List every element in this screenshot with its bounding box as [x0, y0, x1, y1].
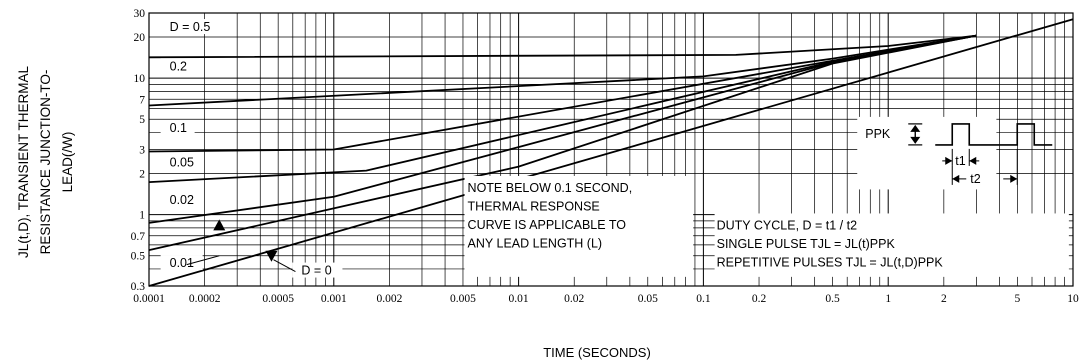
- t1-left-arrow: [945, 156, 953, 165]
- x-tick-label: 0.2: [752, 293, 767, 305]
- y-tick-label: 30: [134, 8, 146, 20]
- x-tick-label: 0.01: [509, 293, 529, 305]
- curve-label: 0.2: [170, 59, 187, 73]
- y-axis-title: JL(t,D), TRANSIENT THERMAL RESISTANCE JU…: [16, 65, 75, 258]
- arrow-up-001: [213, 219, 226, 231]
- x-tick-label: 0.005: [450, 293, 476, 305]
- x-tick-label: 0.002: [376, 293, 402, 305]
- curve-label-bg: [160, 119, 195, 135]
- x-tick-label: 10: [1067, 293, 1079, 305]
- y-axis-title-line-3: LEAD(/W): [60, 132, 75, 193]
- y-axis-title-line-2: RESISTANCE JUNCTION-TO-: [38, 70, 53, 255]
- curve-label: D = 0.5: [170, 20, 211, 34]
- leader-d0: [273, 259, 296, 273]
- x-tick-label: 2: [941, 293, 947, 305]
- y-tick-label: 0.5: [131, 251, 146, 263]
- pulse-waveform: [935, 123, 1053, 146]
- curve-label: 0.02: [170, 193, 194, 207]
- repetitive-pulses-line: REPETITIVE PULSES TJL = JL(t,D)PPK: [717, 255, 944, 269]
- note-box: NOTE BELOW 0.1 SECOND, THERMAL RESPONSE …: [464, 175, 694, 277]
- y-tick-label: 0.3: [131, 281, 146, 293]
- curve-label: D = 0: [301, 264, 331, 278]
- t2-right-arrow: [1010, 174, 1018, 183]
- x-axis-title: TIME (SECONDS): [543, 345, 651, 360]
- x-tick-label: 0.001: [321, 293, 347, 305]
- note-line-4: ANY LEAD LENGTH (L): [468, 236, 603, 250]
- curve-label-bg: [160, 58, 195, 74]
- t1-label: t1: [955, 154, 965, 168]
- x-tick-label: 0.0002: [189, 293, 221, 305]
- y-tick-label: 1: [139, 210, 145, 222]
- y-tick-label: 7: [139, 94, 145, 106]
- x-tick-label: 5: [1014, 293, 1020, 305]
- curve-label-bg: [160, 154, 203, 170]
- note-line-1: NOTE BELOW 0.1 SECOND,: [468, 181, 633, 195]
- series-lines: [148, 18, 1074, 287]
- x-tick-label: 0.5: [825, 293, 840, 305]
- curve-label: 0.1: [170, 121, 187, 135]
- curve-leaders: [186, 219, 296, 273]
- x-tick-label: 0.05: [638, 293, 658, 305]
- t1-right-arrow: [969, 156, 977, 165]
- note-line-2: THERMAL RESPONSE: [468, 199, 600, 213]
- curve-label-bg: [160, 255, 203, 271]
- curve-label-bg: [292, 262, 343, 278]
- duty-cycle-line: DUTY CYCLE, D = t1 / t2: [717, 218, 857, 232]
- series-line: [148, 18, 1074, 287]
- single-pulse-line: SINGLE PULSE TJL = JL(t)PPK: [717, 237, 896, 251]
- ppk-arrow-down: [910, 136, 921, 144]
- x-tick-label: 1: [885, 293, 891, 305]
- curve-label-bg: [160, 19, 227, 35]
- curve-label: 0.05: [170, 155, 194, 169]
- curve-label: 0.01: [170, 256, 194, 270]
- ppk-label: PPK: [865, 127, 891, 141]
- y-tick-label: 3: [139, 145, 145, 157]
- t2-left-arrow: [952, 174, 960, 183]
- x-tick-label: 0.0001: [133, 293, 165, 305]
- note-line-3: CURVE IS APPLICABLE TO: [468, 218, 627, 232]
- x-tick-label: 0.1: [696, 293, 711, 305]
- series-line: [148, 34, 977, 59]
- x-tick-label: 0.02: [564, 293, 584, 305]
- ppk-arrow-up: [910, 124, 921, 132]
- curve-label-bg: [160, 191, 203, 207]
- duty-cycle-box: DUTY CYCLE, D = t1 / t2 SINGLE PULSE TJL…: [714, 213, 1069, 277]
- tick-labels: 0.0001 0.0002 0.0005 0.001 0.002 0.005 0.01 0.0…: [131, 8, 1079, 305]
- series-line: [148, 34, 977, 107]
- y-tick-label: 20: [134, 32, 146, 44]
- arrow-down-d0: [265, 250, 278, 262]
- y-tick-label: 5: [139, 114, 145, 126]
- y-axis-title-line-1: JL(t,D), TRANSIENT THERMAL: [16, 65, 31, 258]
- x-tick-label: 0.0005: [262, 293, 294, 305]
- y-tick-label: 2: [139, 169, 145, 181]
- leader-001: [186, 255, 220, 266]
- curve-labels: D = 0.5 0.2 0.1 0.05 0.02 0.01 D = 0: [160, 19, 343, 278]
- y-tick-label: 10: [134, 73, 146, 85]
- pulse-inset: PPK t1 t2: [857, 116, 1053, 190]
- series-line: [148, 34, 977, 251]
- y-tick-label: 0.7: [131, 231, 146, 243]
- t2-label: t2: [970, 172, 980, 186]
